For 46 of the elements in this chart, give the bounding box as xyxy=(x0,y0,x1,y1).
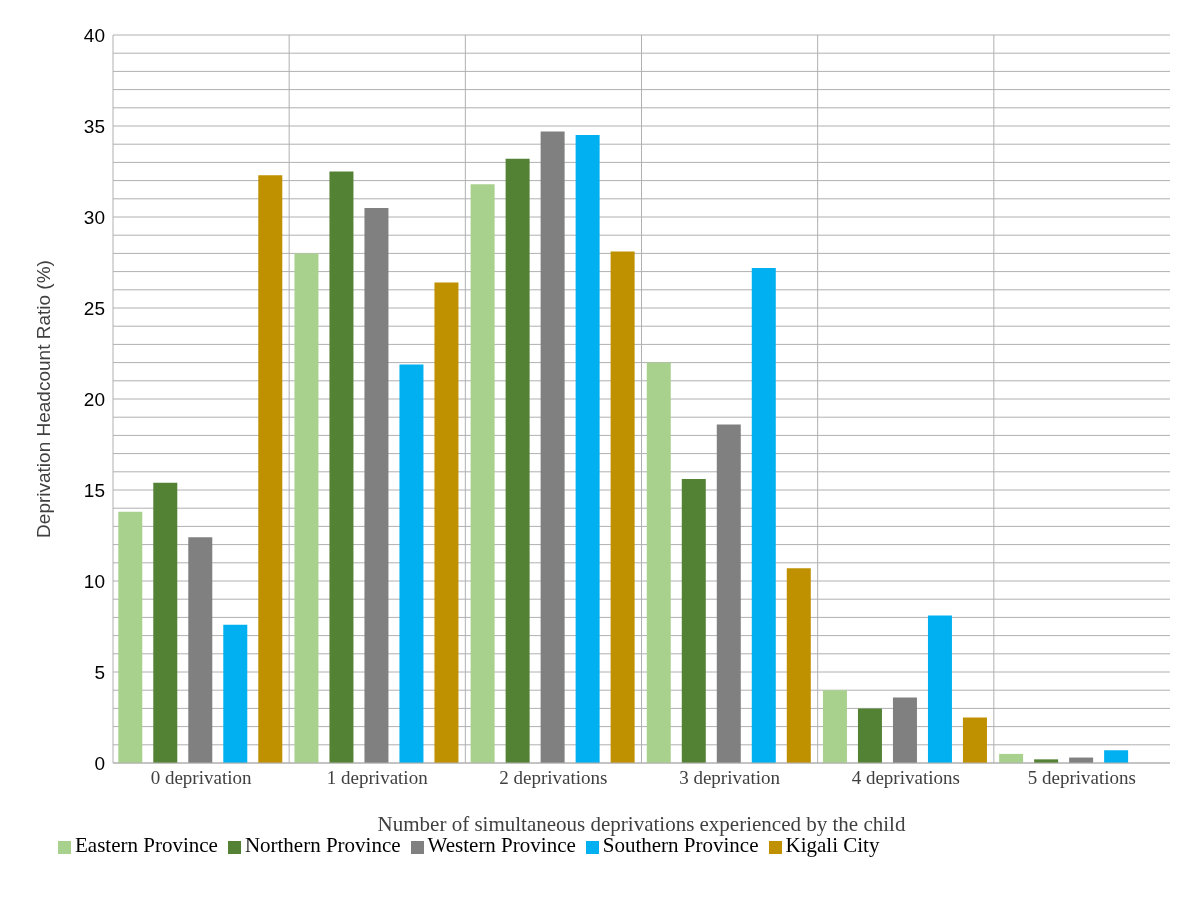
bar xyxy=(575,135,600,763)
bar xyxy=(258,175,283,763)
bar xyxy=(822,690,847,763)
y-tick-label: 0 xyxy=(94,752,105,774)
bar xyxy=(751,267,776,763)
bar xyxy=(962,717,987,763)
bar xyxy=(329,171,354,763)
x-tick-label: 3 deprivation xyxy=(679,767,781,789)
y-tick-label: 20 xyxy=(83,388,105,410)
bar xyxy=(470,184,495,763)
x-tick-label: 4 deprivations xyxy=(851,767,960,789)
y-axis-title: Deprivation Headcount Ratio (%) xyxy=(32,260,54,538)
bar xyxy=(434,282,459,763)
y-tick-label: 40 xyxy=(83,24,105,46)
bar xyxy=(892,697,917,763)
bar xyxy=(786,568,811,763)
bar xyxy=(294,253,319,763)
legend-label: Eastern Province xyxy=(75,833,218,857)
bar xyxy=(540,131,565,763)
bar xyxy=(223,624,248,763)
bar xyxy=(610,251,635,763)
legend-label: Northern Province xyxy=(244,833,401,857)
y-tick-label: 15 xyxy=(83,479,105,501)
bar xyxy=(505,158,530,763)
bar xyxy=(364,207,389,763)
y-tick-label: 5 xyxy=(94,661,105,683)
y-tick-label: 10 xyxy=(83,570,105,592)
bar xyxy=(716,424,741,763)
bar xyxy=(399,364,424,763)
y-tick-label: 35 xyxy=(83,115,105,137)
bar xyxy=(118,511,143,763)
y-tick-label: 25 xyxy=(83,297,105,319)
bar xyxy=(681,479,706,763)
x-tick-label: 0 deprivation xyxy=(150,767,252,789)
x-tick-label: 1 deprivation xyxy=(326,767,429,789)
bar xyxy=(188,537,213,763)
legend-label: Western Province xyxy=(427,833,576,857)
bar xyxy=(1104,750,1129,763)
bar xyxy=(153,482,178,763)
x-axis-title: Number of simultaneous deprivations experienced by the child xyxy=(377,812,906,836)
bar xyxy=(646,362,671,763)
y-tick-label: 30 xyxy=(83,206,105,228)
bar xyxy=(857,708,882,763)
x-tick-label: 5 deprivations xyxy=(1027,767,1137,789)
x-tick-label: 2 deprivations xyxy=(499,767,608,789)
bar xyxy=(927,615,952,763)
